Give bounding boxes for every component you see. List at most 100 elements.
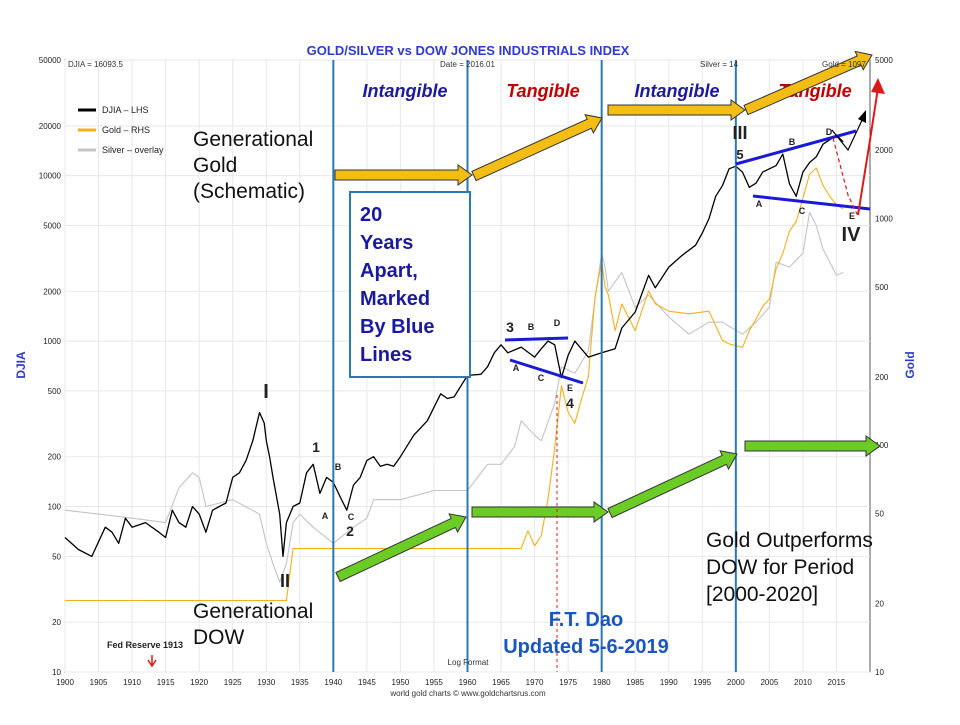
box-line-2: Years (360, 232, 414, 254)
y-tick-label-left: 10000 (39, 172, 62, 181)
wave-label: A (513, 363, 520, 373)
twenty-years-box: 20 Years Apart, Marked By Blue Lines (349, 191, 471, 378)
outperform-line-3: [2000-2020] (706, 583, 819, 606)
x-tick-label: 1955 (425, 678, 443, 687)
gen-dow-line-1: Generational (193, 600, 314, 623)
x-tick-label: 2005 (760, 678, 778, 687)
x-tick-label: 2010 (794, 678, 812, 687)
outperform-line-1: Gold Outperforms (706, 529, 873, 552)
x-tick-label: 1960 (459, 678, 477, 687)
gold-generation-arrow (743, 50, 873, 116)
trend-line (509, 358, 584, 385)
wave-label: 1 (312, 439, 320, 455)
gen-dow-line-2: DOW (193, 626, 245, 649)
x-tick-label: 2015 (828, 678, 846, 687)
wave-label: C (799, 206, 806, 216)
x-tick-label: 1935 (291, 678, 309, 687)
x-tick-label: 1910 (123, 678, 141, 687)
wave-label: C (348, 512, 355, 522)
fed-reserve-label: Fed Reserve 1913 (107, 640, 183, 650)
legend-label: DJIA – LHS (102, 105, 149, 115)
log-format-note: Log Format (448, 658, 490, 667)
wave-label: I (263, 381, 269, 403)
trend-line (752, 194, 871, 211)
y-tick-label-right: 5000 (875, 56, 893, 65)
dow-generation-arrow (471, 501, 609, 523)
wave-label: C (538, 373, 545, 383)
x-tick-label: 1930 (257, 678, 275, 687)
wave-label: II (280, 571, 290, 591)
box-line-5: By Blue (360, 316, 435, 338)
y-tick-label-left: 50000 (39, 56, 62, 65)
source-credit: world gold charts © www.goldchartsrus.co… (389, 689, 546, 698)
wave-label: 2 (346, 523, 354, 539)
x-tick-label: 1920 (190, 678, 208, 687)
x-tick-label: 1905 (90, 678, 108, 687)
generational-dow-note: Generational DOW (193, 599, 313, 651)
wave-label: B (528, 322, 535, 332)
outperform-line-2: DOW for Period (706, 556, 855, 579)
y-tick-label-right: 50 (875, 510, 884, 519)
author-name: F.T. Dao (548, 609, 624, 631)
wave-label: E (567, 383, 573, 393)
x-tick-label: 1995 (693, 678, 711, 687)
gold-readout: Gold = 1097 (822, 60, 866, 69)
wave-label: 3 (506, 319, 514, 335)
generational-gold-note: Generational Gold (Schematic) (193, 127, 313, 205)
dow-generation-arrow (744, 435, 881, 457)
box-line-4: Marked (360, 288, 431, 310)
y-tick-label-right: 200 (875, 373, 889, 382)
era-label: Tangible (506, 81, 579, 101)
y-axis-right-label: Gold (903, 351, 917, 378)
y-tick-label-left: 200 (48, 453, 62, 462)
y-axis-left-label: DJIA (14, 351, 28, 379)
gold-generation-arrow (471, 114, 603, 182)
box-line-1: 20 (360, 204, 383, 226)
gold-outperforms-note: Gold Outperforms DOW for Period [2000-20… (706, 527, 873, 608)
legend-label: Gold – RHS (102, 125, 150, 135)
wave-label: D (554, 318, 561, 328)
box-line-3: Apart, (360, 260, 418, 282)
x-tick-label: 1940 (324, 678, 342, 687)
x-tick-label: 1945 (358, 678, 376, 687)
red-dashed-projection (832, 137, 859, 217)
y-tick-label-right: 2000 (875, 146, 893, 155)
x-tick-label: 1990 (660, 678, 678, 687)
trend-line (735, 129, 857, 166)
series-line-djia (64, 134, 844, 558)
x-tick-label: 1970 (526, 678, 544, 687)
series-line-silver (64, 211, 844, 583)
gold-generation-arrow (607, 99, 746, 121)
wave-label: A (756, 199, 763, 209)
y-tick-label-left: 1000 (43, 337, 61, 346)
y-tick-label-left: 20000 (39, 122, 62, 131)
dow-generation-arrow (607, 450, 738, 519)
y-tick-label-left: 50 (52, 552, 61, 561)
wave-label: A (322, 511, 329, 521)
y-tick-label-right: 100 (875, 441, 889, 450)
y-tick-label-left: 100 (48, 503, 62, 512)
y-tick-label-right: 10 (875, 668, 884, 677)
x-tick-label: 1915 (157, 678, 175, 687)
date-readout: Date = 2016.01 (440, 60, 495, 69)
wave-label: 5 (736, 147, 743, 162)
x-tick-label: 2000 (727, 678, 745, 687)
x-tick-label: 1985 (626, 678, 644, 687)
wave-label: B (789, 137, 796, 147)
fed-reserve-arrow (147, 655, 157, 668)
x-tick-label: 1980 (593, 678, 611, 687)
wave-label: 4 (566, 395, 574, 411)
y-tick-label-left: 500 (48, 387, 62, 396)
trend-line (504, 336, 569, 342)
black-projection-arrow (831, 115, 865, 152)
djia-readout: DJIA = 16093.5 (68, 60, 123, 69)
y-tick-label-right: 1000 (875, 214, 893, 223)
gold-generation-arrow (334, 164, 473, 186)
wave-label: IV (842, 224, 862, 246)
y-tick-label-right: 500 (875, 283, 889, 292)
x-tick-label: 1950 (392, 678, 410, 687)
era-label: Intangible (635, 81, 720, 101)
x-tick-label: 1925 (224, 678, 242, 687)
wave-label: III (732, 123, 747, 143)
